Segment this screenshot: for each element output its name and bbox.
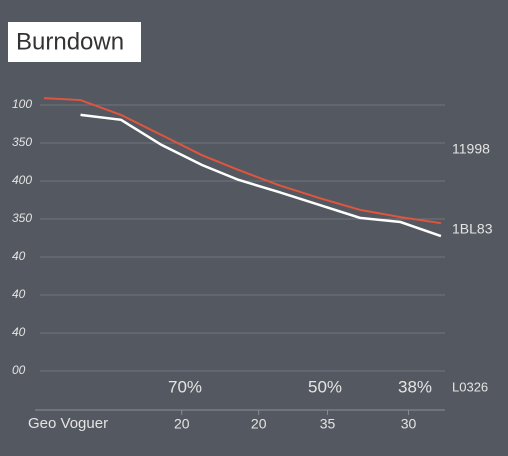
- x-tick-label: 35: [320, 416, 336, 432]
- x-tick-label: 20: [251, 416, 267, 432]
- y-tick-label: 00: [12, 363, 26, 377]
- x-axis-label: Geo Voguer: [28, 415, 108, 432]
- y-tick-label: 400: [12, 173, 32, 187]
- x-tick-label: 30: [401, 416, 417, 432]
- series-line: [80, 113, 442, 238]
- y-tick-label: 40: [12, 287, 26, 301]
- y-tick-label: 350: [12, 211, 32, 225]
- annotation: 38%: [398, 377, 432, 396]
- annotation: 1BL83: [452, 221, 493, 237]
- annotation: 70%: [168, 377, 202, 396]
- y-tick-label: 40: [12, 249, 26, 263]
- y-tick-label: 40: [12, 325, 26, 339]
- title-box: [8, 22, 141, 62]
- annotation: 11998: [452, 141, 490, 157]
- y-tick-label: 100: [12, 97, 32, 111]
- series-line: [43, 97, 442, 225]
- y-tick-label: 350: [12, 135, 32, 149]
- annotation: L0326: [452, 379, 488, 394]
- x-tick-label: 20: [174, 416, 190, 432]
- annotation: 50%: [308, 377, 342, 396]
- chart-title: Burndown: [16, 28, 124, 55]
